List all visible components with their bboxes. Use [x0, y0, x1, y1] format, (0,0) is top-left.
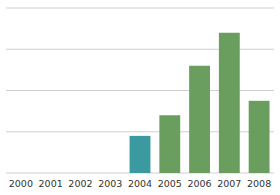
bar	[100, 173, 121, 174]
bar	[40, 173, 61, 174]
grid-line	[6, 8, 274, 9]
grid	[6, 8, 274, 173]
x-axis: 2000 2001 2002 2003 2004 2005 2006 2007 2008	[9, 178, 271, 189]
bars	[130, 33, 270, 173]
bar	[70, 173, 91, 174]
bar	[10, 173, 31, 174]
x-tick-label: 2002	[68, 178, 92, 189]
bar	[249, 101, 270, 173]
x-tick-label: 2007	[217, 178, 241, 189]
bar	[219, 33, 240, 173]
x-tick-label: 2008	[247, 178, 271, 189]
chart-container: 2000 2001 2002 2003 2004 2005 2006 2007 2008	[0, 0, 280, 195]
bar	[159, 115, 180, 173]
x-tick-label: 2006	[187, 178, 211, 189]
bar	[189, 66, 210, 173]
x-tick-label: 2005	[158, 178, 182, 189]
x-tick-label: 2001	[39, 178, 63, 189]
x-tick-label: 2004	[128, 178, 152, 189]
x-tick-label: 2000	[9, 178, 33, 189]
chart-svg: 2000 2001 2002 2003 2004 2005 2006 2007 2008	[0, 0, 280, 195]
x-tick-label: 2003	[98, 178, 122, 189]
bar	[130, 136, 151, 173]
